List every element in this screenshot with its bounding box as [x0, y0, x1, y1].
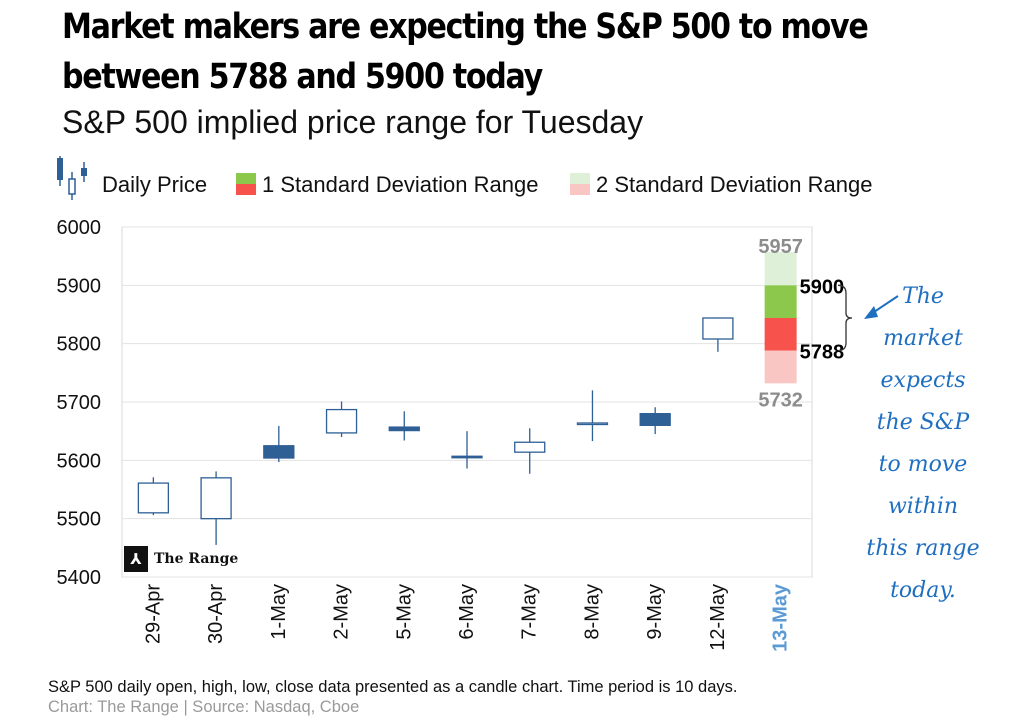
- candle-body-down: [639, 413, 671, 426]
- candle-body-down: [388, 426, 420, 432]
- y-tick-label: 5500: [57, 509, 102, 531]
- candle-body-down: [263, 445, 295, 459]
- annotation-line: market: [883, 326, 963, 351]
- annotation-line: today.: [890, 578, 956, 603]
- logo-mark: ⅄: [124, 546, 148, 572]
- candle-body-up: [200, 477, 232, 520]
- legend-sd1-label: 1 Standard Deviation: [262, 172, 468, 197]
- sd1-low-label: 5788: [800, 342, 845, 364]
- y-tick-label: 6000: [57, 217, 102, 239]
- candlestick-legend-icon: [57, 156, 87, 200]
- sd1-legend-swatch: [236, 173, 256, 195]
- sd2-legend-swatch: [570, 173, 590, 195]
- x-tick-label: 8-May: [581, 584, 603, 640]
- candle-body-up: [137, 482, 170, 514]
- annotation-line: to move: [878, 452, 968, 477]
- legend-sd2-label: 2 Standard Deviation: [596, 172, 802, 197]
- sd2-high-label: 5957: [758, 236, 803, 258]
- x-tick-label: 2-May: [331, 584, 353, 640]
- chart-title: Market makers are expecting the S&P 500 …: [62, 2, 888, 102]
- subtitle-prefix: S&P 500 implied price range for: [62, 104, 514, 140]
- annotation-arrow-head: [864, 306, 878, 319]
- sd2-low-label: 5732: [758, 389, 803, 411]
- y-tick-label: 5600: [57, 450, 102, 472]
- legend-sd2-range: Range: [807, 172, 873, 197]
- the-range-logo: ⅄ The Range: [124, 546, 238, 572]
- x-tick-label: 13-May: [770, 583, 792, 652]
- candle-body-up: [325, 408, 358, 434]
- y-tick-label: 5800: [57, 334, 102, 356]
- annotation-line: expects: [880, 368, 966, 393]
- legend-sd2: 2 Standard Deviation Range: [596, 172, 872, 198]
- x-tick-label: 12-May: [707, 584, 729, 651]
- sd1-upper-band: [764, 285, 797, 318]
- chart-subtitle: S&P 500 implied price range for Tuesday: [62, 104, 643, 141]
- x-tick-label: 1-May: [268, 584, 290, 640]
- x-tick-label: 9-May: [644, 584, 666, 640]
- y-tick-label: 5400: [57, 567, 102, 589]
- range-bracket: [837, 284, 853, 352]
- annotation-line: within: [887, 494, 959, 519]
- subtitle-day: Tuesday: [521, 104, 644, 140]
- candle-body-up: [702, 317, 734, 340]
- annotation-line: The: [902, 284, 944, 309]
- x-tick-label: 7-May: [519, 584, 541, 640]
- annotation-note: The market expects the S&P to move withi…: [848, 276, 998, 612]
- title-line-2: between 5788 and 5900 today: [62, 57, 543, 97]
- candle-body-down: [451, 455, 483, 459]
- sd1-high-label: 5900: [800, 276, 845, 298]
- x-tick-label: 30-Apr: [205, 584, 227, 644]
- legend-sd1-range: Range: [473, 172, 539, 197]
- x-tick-label: 6-May: [456, 584, 478, 640]
- logo-text: The Range: [154, 551, 239, 567]
- y-tick-label: 5700: [57, 392, 102, 414]
- annotation-line: the S&P: [876, 410, 970, 435]
- sd2-lower-band: [764, 350, 797, 384]
- y-tick-label: 5900: [57, 275, 102, 297]
- source-credit: Chart: The Range | Source: Nasdaq, Cboe: [48, 698, 360, 716]
- title-line-1: Market makers are expecting the S&P 500 …: [62, 7, 869, 47]
- candle-body-up: [514, 441, 546, 453]
- legend-sd1: 1 Standard Deviation Range: [262, 172, 538, 198]
- sd2-upper-band: [764, 252, 797, 286]
- candle-body-up: [576, 422, 609, 426]
- sd1-lower-band: [764, 318, 797, 351]
- x-tick-label: 5-May: [393, 584, 415, 640]
- annotation-line: this range: [866, 536, 980, 561]
- footnote: S&P 500 daily open, high, low, close dat…: [48, 678, 738, 696]
- x-tick-label: 29-Apr: [142, 584, 164, 644]
- legend-daily-price: Daily Price: [102, 172, 208, 197]
